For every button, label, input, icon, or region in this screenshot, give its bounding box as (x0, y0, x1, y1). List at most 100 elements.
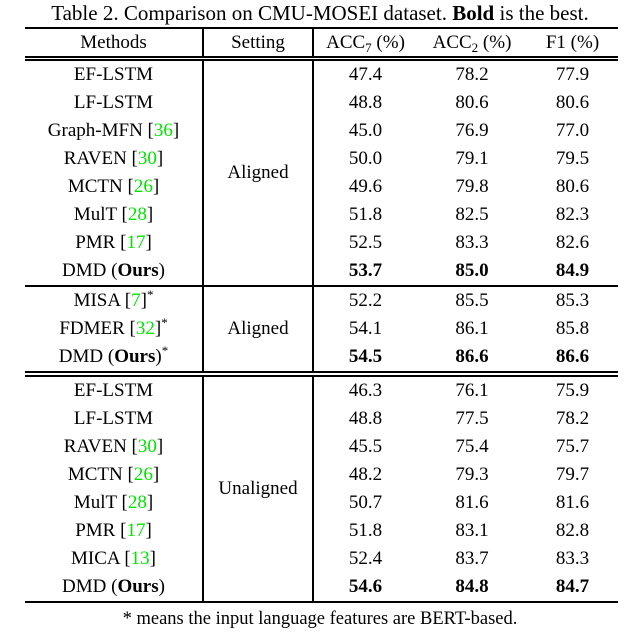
citation-link[interactable]: 7 (131, 290, 141, 311)
value-cell: 79.5 (555, 148, 590, 169)
footnote: * means the input language features are … (122, 609, 518, 629)
method-label: RAVEN (63, 436, 127, 457)
value-cell: 81.6 (555, 492, 590, 513)
value-cell: 86.1 (455, 318, 489, 339)
method-cell: DMD (Ours) (25, 257, 204, 287)
value-cell: 51.8 (348, 204, 383, 225)
method-cell: Graph-MFN [36] (25, 117, 204, 145)
table-row: LF-LSTM 48.8 80.6 80.6 (25, 89, 618, 117)
value-cell: 52.4 (348, 548, 383, 569)
citation-link[interactable]: 28 (127, 204, 147, 225)
table-row: Graph-MFN [36] 45.0 76.9 77.0 (25, 117, 618, 145)
value-cell: 49.6 (348, 176, 383, 197)
table-row: FDMER [32]* 54.1 86.1 85.8 (25, 315, 618, 343)
citation-link[interactable]: 26 (133, 464, 153, 485)
method-label: Graph-MFN (47, 120, 143, 141)
value-cell: 76.1 (455, 380, 489, 401)
citation-link[interactable]: 30 (137, 436, 157, 457)
bert-star: * (146, 287, 154, 302)
value-cell: 85.5 (455, 290, 489, 311)
setting-cell: Aligned (203, 58, 314, 287)
value-cell: 52.2 (348, 290, 383, 311)
value-cell: 84.7 (555, 576, 590, 597)
value-cell: 86.6 (527, 343, 618, 377)
method-cell: MCTN [26] (25, 173, 204, 201)
value-cell: 53.7 (313, 257, 417, 287)
value-cell: 77.0 (555, 120, 590, 141)
citation-link[interactable]: 26 (133, 176, 153, 197)
method-label: DMD (62, 260, 107, 281)
method-cell: FDMER [32]* (25, 315, 204, 343)
table-row: RAVEN [30] 45.5 75.4 75.7 (25, 433, 618, 461)
citation-link[interactable]: 28 (127, 492, 147, 513)
method-label: DMD (58, 346, 104, 367)
ours-label: Ours (114, 346, 156, 367)
value-cell: 79.1 (455, 148, 489, 169)
metric-base: F1 (545, 32, 566, 53)
value-cell: 85.0 (417, 257, 527, 287)
value-cell: 82.3 (555, 204, 590, 225)
method-cell: RAVEN [30] (25, 145, 204, 173)
method-label: MCTN (67, 176, 123, 197)
method-label: MulT (73, 492, 117, 513)
col-header-acc2: ACC2 (%) (417, 28, 527, 61)
value-cell: 54.5 (313, 343, 417, 377)
method-cell: EF-LSTM (25, 374, 204, 405)
citation-link[interactable]: 17 (126, 232, 146, 253)
method-cell: MCTN [26] (25, 461, 204, 489)
table-row: DMD (Ours) 54.6 84.8 84.7 (25, 573, 618, 602)
table-row: DMD (Ours) 53.7 85.0 84.9 (25, 257, 618, 287)
metric-suffix: (%) (478, 32, 512, 53)
value-cell: 51.8 (348, 520, 383, 541)
table-row: PMR [17] 51.8 83.1 82.8 (25, 517, 618, 545)
setting-cell: Unaligned (203, 374, 314, 602)
table-row: RAVEN [30] 50.0 79.1 79.5 (25, 145, 618, 173)
ours-label: Ours (117, 576, 159, 597)
value-cell: 80.6 (455, 92, 489, 113)
value-cell: 83.3 (455, 232, 489, 253)
value-cell: 76.9 (455, 120, 489, 141)
method-cell: DMD (Ours) (25, 573, 204, 602)
table-row: EF-LSTM Aligned 47.4 78.2 77.9 (25, 58, 618, 287)
value-cell: 48.8 (348, 408, 383, 429)
col-header-acc7: ACC7 (%) (313, 28, 417, 61)
method-cell: MICA [13] (25, 545, 204, 573)
table-row: EF-LSTM Unaligned 46.3 76.1 75.9 (25, 374, 618, 602)
caption-bold-word: Bold (452, 1, 495, 25)
table-caption: Table 2. Comparison on CMU-MOSEI dataset… (0, 1, 640, 26)
citation-link[interactable]: 17 (126, 520, 146, 541)
method-label: DMD (62, 576, 107, 597)
table-row: MCTN [26] 49.6 79.8 80.6 (25, 173, 618, 201)
value-cell: 85.8 (555, 318, 590, 339)
value-cell: 79.3 (455, 464, 489, 485)
citation-link[interactable]: 32 (135, 318, 155, 339)
method-label: MICA (71, 548, 120, 569)
method-cell: LF-LSTM (25, 405, 204, 433)
table-row: MISA [7]* Aligned 52.2 85.5 85.3 (25, 286, 618, 377)
method-label: FDMER (59, 318, 125, 339)
value-cell: 80.6 (555, 176, 590, 197)
value-cell: 82.5 (455, 204, 489, 225)
table-row: MCTN [26] 48.2 79.3 79.7 (25, 461, 618, 489)
table-body: EF-LSTM Aligned 47.4 78.2 77.9 LF-LSTM 48.8 80.… (25, 58, 618, 602)
citation-link[interactable]: 36 (153, 120, 173, 141)
value-cell: 84.8 (455, 576, 489, 597)
bert-star: * (161, 315, 168, 330)
method-label: MISA (73, 290, 121, 311)
citation-link[interactable]: 13 (130, 548, 150, 569)
value-cell: 45.0 (348, 120, 383, 141)
value-cell: 82.8 (555, 520, 590, 541)
header-row: Methods Setting ACC7 (%) ACC2 (%) F1 (%) (25, 28, 618, 61)
citation-link[interactable]: 30 (137, 148, 157, 169)
value-cell: 82.6 (555, 232, 590, 253)
method-label: PMR (75, 232, 116, 253)
value-cell: 85.3 (555, 290, 590, 311)
value-cell: 50.0 (348, 148, 383, 169)
method-cell: DMD (Ours)* (25, 343, 204, 377)
caption-suffix: is the best. (494, 1, 589, 25)
method-cell: PMR [17] (25, 229, 204, 257)
value-cell: 83.7 (455, 548, 489, 569)
ours-label: Ours (117, 260, 159, 281)
value-cell: 75.9 (555, 380, 590, 401)
method-label: EF-LSTM (73, 64, 154, 85)
